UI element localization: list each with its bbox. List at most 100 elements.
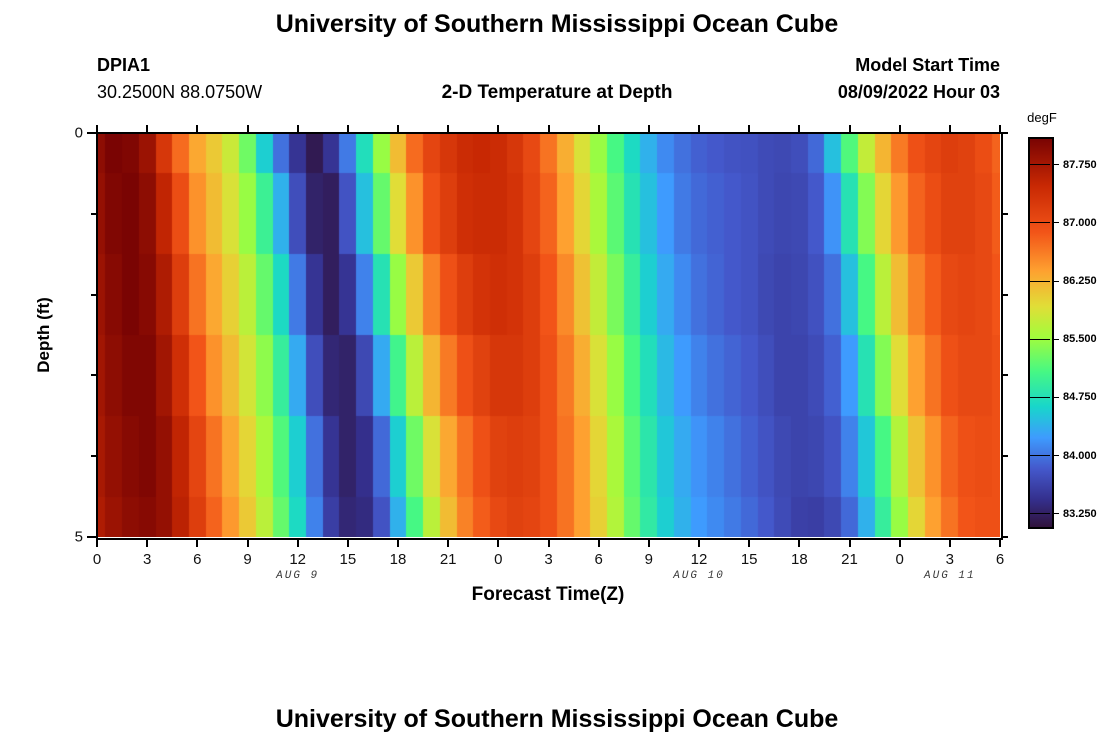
colorbar-tick-stub — [1052, 513, 1059, 515]
colorbar-tick-line — [1028, 513, 1050, 515]
x-tick-top — [597, 125, 600, 133]
x-tick — [848, 539, 851, 547]
colorbar — [1028, 137, 1054, 529]
x-tick — [547, 539, 550, 547]
x-tick-top — [96, 125, 98, 133]
x-tick — [948, 539, 951, 547]
x-tick — [196, 539, 199, 547]
colorbar-tick-line — [1028, 280, 1050, 282]
x-tick — [597, 539, 600, 547]
x-tick-top — [196, 125, 199, 133]
colorbar-tick-stub — [1052, 280, 1059, 282]
x-tick-top — [898, 125, 901, 133]
colorbar-tick-label: 87.000 — [1063, 216, 1097, 229]
main-title: University of Southern Mississippi Ocean… — [275, 10, 839, 38]
x-tick-label: 18 — [389, 551, 407, 568]
colorbar-tick-stub — [1052, 222, 1059, 224]
y-tick — [87, 536, 97, 538]
x-tick-top — [497, 125, 500, 133]
x-tick — [748, 539, 751, 547]
colorbar-tick-label: 84.000 — [1063, 449, 1097, 462]
x-tick-label: 0 — [494, 551, 503, 568]
temperature-heatmap — [97, 133, 1000, 537]
x-tick — [698, 539, 700, 547]
x-tick — [246, 539, 249, 547]
x-tick-label: 15 — [339, 551, 357, 568]
x-tick-top — [397, 125, 399, 133]
x-tick-label: 3 — [142, 551, 152, 568]
x-tick-top — [848, 125, 851, 133]
x-date-label: AUG 9 — [276, 570, 320, 582]
y-minor-tick — [91, 212, 97, 215]
x-tick — [447, 539, 450, 547]
plot-subtitle: 2-D Temperature at Depth — [441, 82, 673, 103]
plot-border — [96, 132, 1003, 540]
x-tick-label: 3 — [945, 551, 954, 568]
colorbar-tick-stub — [1052, 338, 1059, 340]
x-axis-title: Forecast Time(Z) — [471, 584, 625, 605]
y-right-tick — [1002, 293, 1008, 296]
colorbar-tick-line — [1028, 338, 1050, 340]
colorbar-tick-label: 85.500 — [1063, 333, 1097, 346]
colorbar-tick-line — [1028, 396, 1050, 398]
x-tick-top — [748, 125, 751, 133]
x-tick-top — [447, 125, 450, 133]
colorbar-units-label: degF — [1027, 110, 1057, 125]
x-tick-label: 9 — [243, 551, 252, 568]
x-tick — [647, 539, 650, 547]
y-tick-label: 5 — [74, 528, 83, 546]
x-tick-top — [647, 125, 650, 133]
x-tick-top — [246, 125, 249, 133]
x-date-label: AUG 11 — [924, 570, 976, 582]
x-tick-label: 6 — [594, 551, 603, 568]
x-tick — [798, 539, 801, 547]
y-right-tick — [1002, 132, 1008, 134]
x-tick — [999, 539, 1001, 547]
y-minor-tick — [91, 374, 97, 377]
colorbar-tick-stub — [1052, 455, 1059, 457]
colorbar-tick-label: 83.250 — [1063, 507, 1097, 520]
x-tick-label: 9 — [644, 551, 653, 568]
x-tick-label: 6 — [193, 551, 202, 568]
x-tick-label: 12 — [289, 551, 306, 568]
x-tick-label: 6 — [995, 551, 1005, 568]
x-tick-top — [346, 125, 349, 133]
x-tick-label: 21 — [841, 551, 858, 568]
y-minor-tick — [91, 293, 97, 296]
x-tick-label: 18 — [790, 551, 808, 568]
colorbar-tick-label: 87.750 — [1063, 158, 1097, 171]
y-minor-tick — [91, 455, 97, 458]
colorbar-tick-label: 84.750 — [1063, 391, 1097, 404]
station-coordinates: 30.2500N 88.0750W — [97, 82, 263, 102]
y-right-tick — [1002, 455, 1008, 458]
x-tick — [497, 539, 500, 547]
x-tick-top — [698, 125, 700, 133]
x-tick-top — [948, 125, 951, 133]
model-start-time-value: 08/09/2022 Hour 03 — [837, 82, 1000, 102]
model-start-time-label: Model Start Time — [855, 55, 1000, 75]
x-tick — [397, 539, 399, 547]
x-tick-label: 15 — [740, 551, 758, 568]
x-date-label: AUG 10 — [673, 570, 725, 582]
colorbar-tick-stub — [1052, 164, 1059, 166]
x-tick-label: 3 — [544, 551, 553, 568]
x-tick — [96, 539, 98, 547]
x-tick-label: 0 — [92, 551, 102, 568]
x-tick-top — [146, 125, 149, 133]
x-tick-top — [296, 125, 299, 133]
x-tick-top — [798, 125, 801, 133]
x-tick-top — [547, 125, 550, 133]
y-right-tick — [1002, 212, 1008, 215]
colorbar-tick-line — [1028, 455, 1050, 457]
x-tick-label: 12 — [690, 551, 708, 568]
x-tick-top — [999, 125, 1001, 133]
x-tick-label: 21 — [439, 551, 457, 568]
y-right-tick — [1002, 374, 1008, 377]
x-tick — [146, 539, 149, 547]
colorbar-tick-line — [1028, 222, 1050, 224]
y-right-tick — [1002, 536, 1008, 538]
x-tick — [346, 539, 349, 547]
